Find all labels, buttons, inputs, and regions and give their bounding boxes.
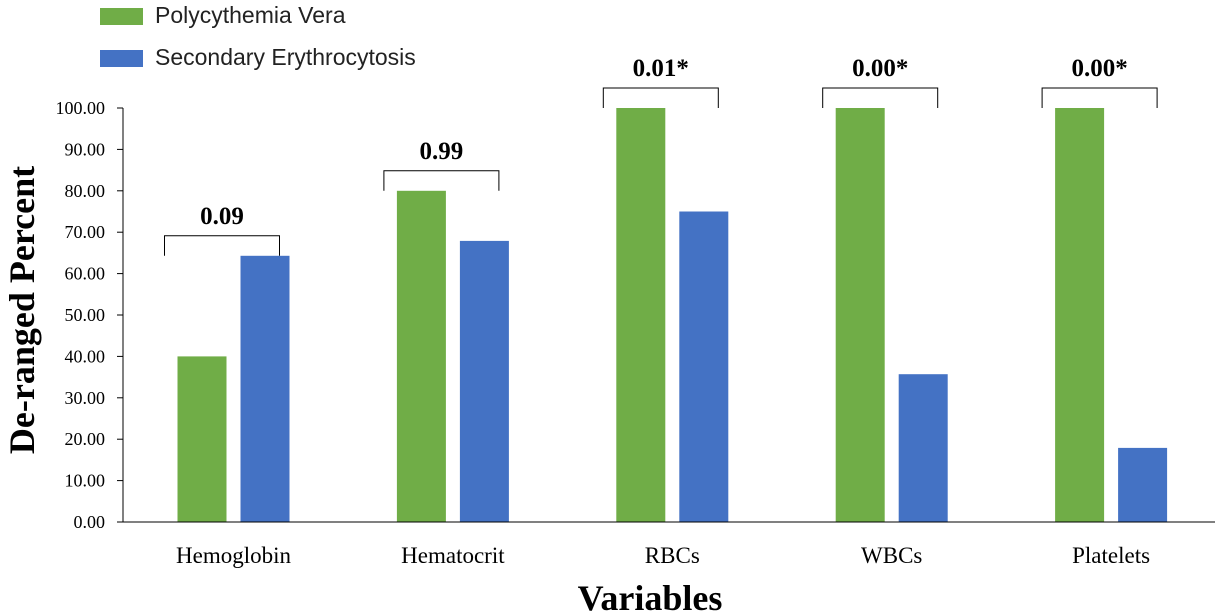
significance-bracket [1041,87,1158,108]
legend-label-2: Secondary Erythrocytosis [155,44,416,70]
x-tick-label: RBCs [645,543,700,568]
x-tick-label: Hematocrit [401,543,505,568]
bar-rbcs-series-1 [616,108,666,522]
legend: Polycythemia Vera Secondary Erythrocytosi… [100,2,416,70]
p-value-label: 0.00* [1071,55,1127,82]
bar-hematocrit-series-1 [396,190,446,523]
x-tick-label: Platelets [1072,543,1150,568]
significance-bracket [383,170,500,191]
p-value-label: 0.01* [633,55,689,82]
legend-label-1: Polycythemia Vera [155,2,346,28]
y-tick-label: 90.00 [65,139,106,159]
y-tick-label: 100.00 [56,98,106,118]
y-tick-label: 80.00 [65,181,106,201]
bar-hemoglobin-series-1 [177,356,227,522]
x-axis: Hemoglobin Hematocrit RBCs WBCs Platelets [123,521,1215,568]
x-axis-title: Variables [578,578,723,615]
x-tick-label: Hemoglobin [176,543,291,568]
bar-platelets-series-2 [1118,447,1168,522]
significance-brackets: 0.09 0.99 0.01* 0.00* 0.00* [164,55,1158,256]
p-value-label: 0.09 [200,203,244,230]
x-tick-label: WBCs [861,543,922,568]
significance-bracket [822,87,939,108]
significance-bracket [164,235,280,256]
bar-wbcs-series-2 [898,374,948,522]
bar-rbcs-series-2 [679,211,729,522]
y-tick-label: 70.00 [65,222,106,242]
p-value-label: 0.00* [852,55,908,82]
y-tick-label: 60.00 [65,264,106,284]
y-axis-title: De-ranged Percent [2,166,42,454]
significance-bracket [602,87,719,108]
bars [177,108,1168,523]
bar-hemoglobin-series-2 [240,255,290,522]
bar-wbcs-series-1 [835,108,885,522]
y-tick-label: 10.00 [65,471,106,491]
y-tick-label: 30.00 [65,388,106,408]
y-tick-label: 0.00 [74,512,106,532]
p-value-label: 0.99 [420,138,464,165]
y-tick-label: 20.00 [65,429,106,449]
y-axis: 0.00 10.00 20.00 30.00 40.00 50.00 60.00 70.00 8… [56,98,124,532]
bar-hematocrit-series-2 [459,240,509,523]
bar-platelets-series-1 [1055,108,1105,522]
y-tick-label: 40.00 [65,346,106,366]
y-tick-label: 50.00 [65,305,106,325]
legend-swatch-1 [100,8,143,25]
legend-swatch-2 [100,50,143,67]
